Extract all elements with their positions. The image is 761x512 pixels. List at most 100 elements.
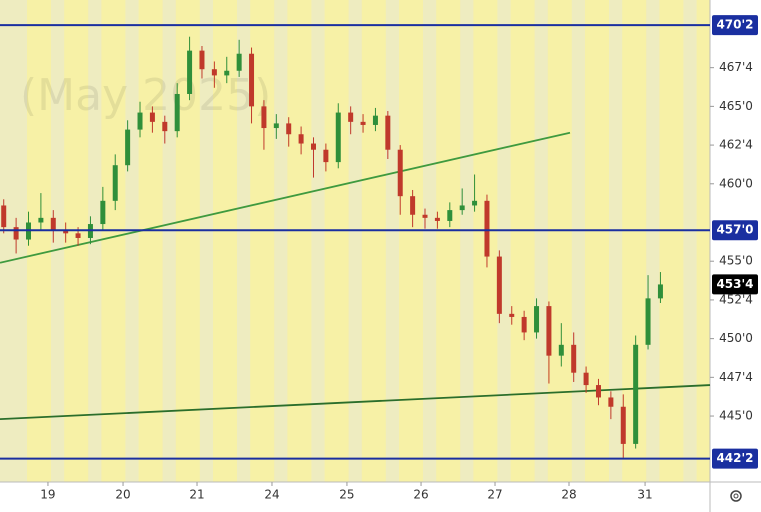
candle-body <box>335 112 341 163</box>
x-tick-label: 19 <box>40 488 55 502</box>
candle-body <box>298 134 304 144</box>
candle-body <box>372 115 378 125</box>
candle-body <box>13 227 19 240</box>
stripe <box>101 0 126 482</box>
level-box <box>712 15 758 36</box>
candle-body <box>571 344 577 373</box>
candle-body <box>360 121 366 125</box>
candle-body <box>459 205 465 211</box>
candle-body <box>38 217 44 223</box>
candle-body <box>534 306 540 333</box>
x-tick-label: 27 <box>487 488 502 502</box>
y-tick-label: 447'4 <box>719 370 753 384</box>
candle-body <box>137 112 143 130</box>
candle-body <box>249 53 255 107</box>
candle-body <box>75 233 81 238</box>
candle-body <box>385 115 391 150</box>
candle-body <box>199 50 205 70</box>
y-tick-label: 462'4 <box>719 138 753 152</box>
candle-body <box>472 200 478 206</box>
candle-body <box>434 217 440 221</box>
y-tick-label: 452'4 <box>719 292 753 306</box>
candle-body <box>100 200 106 225</box>
candle-body <box>620 406 626 444</box>
candle-body <box>286 123 292 135</box>
candle-body <box>236 53 242 71</box>
candle-body <box>323 149 329 163</box>
candle-body <box>63 230 69 234</box>
stripe <box>547 0 572 482</box>
candle-body <box>261 106 267 129</box>
stripe <box>361 0 386 482</box>
y-tick-label: 445'0 <box>719 409 753 423</box>
y-tick-label: 450'0 <box>719 331 753 345</box>
y-tick-label: 455'0 <box>719 254 753 268</box>
settings-icon[interactable] <box>730 490 742 502</box>
level-box <box>712 220 758 241</box>
stripe <box>250 0 275 482</box>
candle-body <box>546 306 552 356</box>
candle-body <box>583 372 589 386</box>
trend-line <box>0 384 711 421</box>
y-tick-label: 460'0 <box>719 176 753 190</box>
level-box <box>712 448 758 469</box>
candle-body <box>496 256 502 314</box>
candle-body <box>657 284 663 299</box>
candle-body <box>509 313 515 317</box>
candle-body <box>645 298 651 345</box>
last-price-label: 453'4 <box>716 277 753 291</box>
candle-body <box>484 200 490 257</box>
candle-body <box>162 121 168 132</box>
stripe <box>287 0 312 482</box>
stripe <box>399 0 423 482</box>
stripe <box>585 0 609 482</box>
candle-body <box>112 165 118 201</box>
x-tick-label: 28 <box>561 488 576 502</box>
candle-body <box>348 112 354 122</box>
candle-body <box>273 123 279 129</box>
candle-body <box>149 112 155 122</box>
watermark: (May 2025) <box>20 70 271 121</box>
candle-body <box>422 214 428 218</box>
stripe <box>324 0 349 482</box>
candle-body <box>410 196 416 215</box>
x-tick-label: 24 <box>264 488 279 502</box>
x-tick-label: 20 <box>115 488 130 502</box>
candle-body <box>595 385 601 398</box>
stripe <box>138 0 163 482</box>
candle-body <box>224 70 230 76</box>
trend-line <box>0 131 571 264</box>
last-price-box <box>712 274 758 295</box>
x-tick-label: 21 <box>189 488 204 502</box>
stripe <box>696 0 710 482</box>
y-tick-label: 465'0 <box>719 99 753 113</box>
candle-body <box>187 50 193 94</box>
candle-body <box>397 149 403 197</box>
x-tick-label: 31 <box>637 488 652 502</box>
level-label: 470'2 <box>716 18 753 32</box>
candle-body <box>633 344 639 444</box>
candle-body <box>50 217 56 231</box>
x-tick-label: 25 <box>339 488 354 502</box>
settings-icon-center <box>733 493 739 499</box>
candle-body <box>521 316 527 333</box>
stripe <box>510 0 535 482</box>
candle-body <box>1 205 7 228</box>
x-tick-label: 26 <box>413 488 428 502</box>
candle-body <box>558 344 564 356</box>
stripe <box>659 0 684 482</box>
candle-body <box>125 129 131 166</box>
candle-body <box>211 69 217 76</box>
session-stripes <box>27 0 710 482</box>
stripe <box>436 0 461 482</box>
candle-body <box>310 143 316 150</box>
level-label: 457'0 <box>716 223 753 237</box>
candle-body <box>174 93 180 132</box>
stripe <box>64 0 89 482</box>
y-tick-label: 467'4 <box>719 60 753 74</box>
candle-body <box>608 397 614 407</box>
level-label: 442'2 <box>716 451 753 465</box>
candle-body <box>447 210 453 221</box>
stripe <box>27 0 51 482</box>
